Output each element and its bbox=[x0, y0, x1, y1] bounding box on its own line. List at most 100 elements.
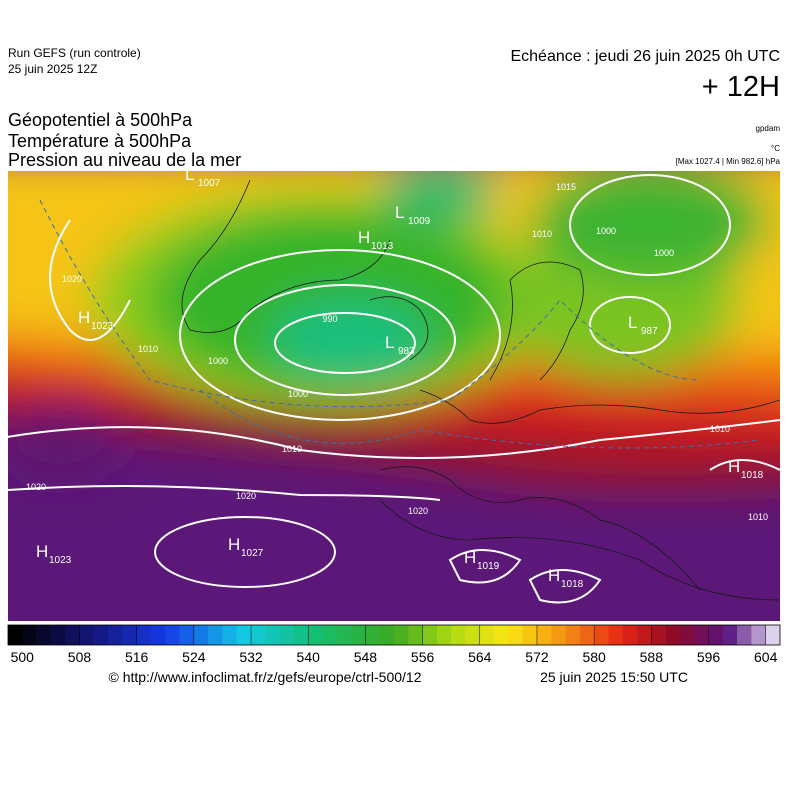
colorbar-swatch bbox=[222, 625, 238, 645]
colorbar-swatch bbox=[150, 625, 166, 645]
center-value: 1018 bbox=[561, 579, 584, 590]
colorbar-swatch bbox=[679, 625, 695, 645]
colorbar-frame bbox=[7, 624, 781, 646]
unit: [Max 1027.4 | Min 982.6] hPa bbox=[676, 157, 781, 166]
isobar-label: 1010 bbox=[282, 444, 302, 454]
colorbar-swatch bbox=[622, 625, 638, 645]
center-kind: L bbox=[628, 313, 637, 332]
colorbar-swatch bbox=[522, 625, 538, 645]
isobar-label: 1010 bbox=[532, 229, 552, 239]
colorbar-tick-label: 588 bbox=[640, 649, 664, 665]
center-value: 1018 bbox=[741, 470, 764, 481]
source: © http://www.infoclimat.fr/z/gefs/europe… bbox=[108, 669, 421, 685]
colorbar-swatch bbox=[394, 625, 409, 645]
field-title: Température à 500hPa bbox=[8, 131, 192, 151]
coastlines bbox=[181, 179, 780, 601]
center-value: 1009 bbox=[408, 216, 431, 227]
isobar-label: 1010 bbox=[748, 512, 768, 522]
colorbar-tick-label: 532 bbox=[239, 649, 263, 665]
colorbar-swatch bbox=[351, 625, 366, 645]
colorbar-tick-label: 564 bbox=[468, 649, 492, 665]
colorbar-tick-label: 596 bbox=[697, 649, 721, 665]
run-date: 25 juin 2025 12Z bbox=[8, 62, 97, 76]
center-value: 1023 bbox=[49, 555, 72, 566]
center-kind: H bbox=[728, 457, 740, 476]
center-kind: H bbox=[548, 566, 560, 585]
colorbar-swatch bbox=[293, 625, 309, 645]
colorbar-swatch bbox=[336, 625, 352, 645]
colorbar-swatch bbox=[408, 625, 423, 645]
isobar-label: 1015 bbox=[556, 182, 576, 192]
colorbar-swatch bbox=[65, 625, 80, 645]
center-value: 1019 bbox=[477, 561, 500, 572]
colorbar-swatch bbox=[651, 625, 666, 645]
colorbar-tick-label: 572 bbox=[525, 649, 549, 665]
colorbar-swatch bbox=[322, 625, 338, 645]
colorbar-tick-label: 604 bbox=[754, 649, 778, 665]
colorbar-tick-label: 500 bbox=[11, 649, 35, 665]
colorbar-swatch bbox=[737, 625, 752, 645]
colorbar-swatch bbox=[565, 625, 581, 645]
isobar-labels: 1020 1010 1000 990 1000 1010 1020 1020 1020 1010 1… bbox=[26, 182, 768, 522]
colorbar-tick-label: 548 bbox=[354, 649, 378, 665]
map-field bbox=[8, 171, 780, 488]
isobar-label: 1020 bbox=[26, 482, 46, 492]
colorbar-swatch bbox=[436, 625, 452, 645]
colorbar-swatch bbox=[451, 625, 466, 645]
isobar-label: 1000 bbox=[288, 389, 308, 399]
center-kind: H bbox=[464, 548, 476, 567]
colorbar: 500 508 516 524 532 540 548 556 564 572 580 588 596 6… bbox=[7, 624, 781, 665]
center-value: 1013 bbox=[371, 241, 394, 252]
colorbar-swatch bbox=[465, 625, 481, 645]
colorbar-swatch bbox=[79, 625, 95, 645]
colorbar-swatch bbox=[765, 625, 781, 645]
colorbar-tick-label: 540 bbox=[297, 649, 321, 665]
colorbar-swatch bbox=[422, 625, 438, 645]
center-kind: L bbox=[385, 333, 394, 352]
unit: gpdam bbox=[756, 124, 781, 133]
isobar-label: 1020 bbox=[62, 274, 82, 284]
lead-time: + 12H bbox=[702, 71, 780, 103]
isobar-label: 1010 bbox=[710, 424, 730, 434]
center-value: 1007 bbox=[198, 178, 221, 189]
colorbar-swatch bbox=[694, 625, 709, 645]
colorbar-swatch bbox=[36, 625, 52, 645]
colorbar-swatch bbox=[179, 625, 195, 645]
colorbar-swatch bbox=[8, 625, 23, 645]
center-value: 1023 bbox=[91, 321, 114, 332]
colorbar-swatch bbox=[108, 625, 123, 645]
isobars bbox=[8, 174, 780, 604]
colorbar-swatch bbox=[751, 625, 767, 645]
colorbar-swatch bbox=[308, 625, 323, 645]
colorbar-swatch bbox=[193, 625, 209, 645]
isobar-label: 1010 bbox=[138, 344, 158, 354]
colorbar-swatch bbox=[551, 625, 566, 645]
colorbar-tick-label: 556 bbox=[411, 649, 435, 665]
colorbar-swatch bbox=[536, 625, 552, 645]
colorbar-swatch bbox=[265, 625, 280, 645]
isobar-label: 1020 bbox=[408, 506, 428, 516]
colorbar-swatch bbox=[579, 625, 595, 645]
center-kind: H bbox=[78, 308, 90, 327]
center-value: 983 bbox=[398, 346, 415, 357]
center-kind: H bbox=[36, 542, 48, 561]
center-value: 987 bbox=[641, 326, 658, 337]
center-kind: H bbox=[358, 228, 370, 247]
colorbar-swatch bbox=[665, 625, 681, 645]
colorbar-swatch bbox=[22, 625, 37, 645]
colorbar-swatch bbox=[165, 625, 180, 645]
generated-time: 25 juin 2025 15:50 UTC bbox=[540, 669, 688, 685]
colorbar-swatch bbox=[608, 625, 624, 645]
colorbar-swatch bbox=[93, 625, 109, 645]
colorbar-swatch bbox=[722, 625, 738, 645]
colorbar-swatch bbox=[508, 625, 523, 645]
colorbar-tick-label: 516 bbox=[125, 649, 149, 665]
isobar-label: 1000 bbox=[208, 356, 228, 366]
colorbar-swatch bbox=[494, 625, 509, 645]
colorbar-tick-label: 508 bbox=[68, 649, 92, 665]
field-title: Pression au niveau de la mer bbox=[8, 150, 241, 170]
colorbar-swatch bbox=[50, 625, 66, 645]
